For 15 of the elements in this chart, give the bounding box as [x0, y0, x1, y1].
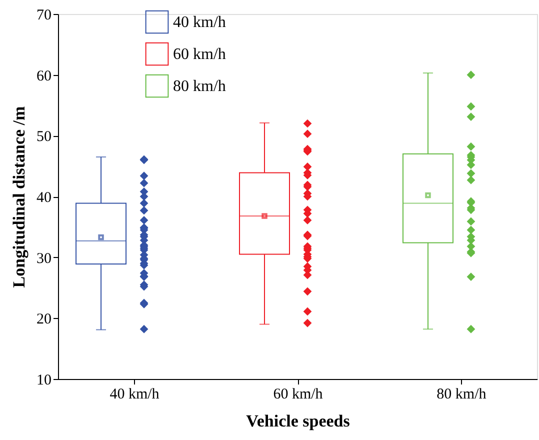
- y-tick-label: 10: [36, 372, 52, 388]
- y-tick-label: 50: [36, 129, 52, 146]
- y-tick-label: 70: [36, 8, 52, 24]
- y-tick-label: 30: [36, 250, 52, 267]
- y-tick-label: 40: [36, 190, 52, 206]
- legend-label: 40 km/h: [173, 14, 226, 31]
- y-axis-title: Longitudinal distance /m: [10, 106, 28, 288]
- y-tick-label: 60: [36, 68, 52, 84]
- x-tick-label: 40 km/h: [110, 386, 160, 402]
- x-tick-label: 80 km/h: [436, 386, 487, 402]
- x-tick-label: 60 km/h: [273, 386, 324, 402]
- y-tick-label: 20: [36, 312, 52, 328]
- x-axis-title: Vehicle speeds: [246, 412, 350, 430]
- legend-label: 80 km/h: [173, 78, 226, 95]
- legend-label: 60 km/h: [173, 46, 226, 63]
